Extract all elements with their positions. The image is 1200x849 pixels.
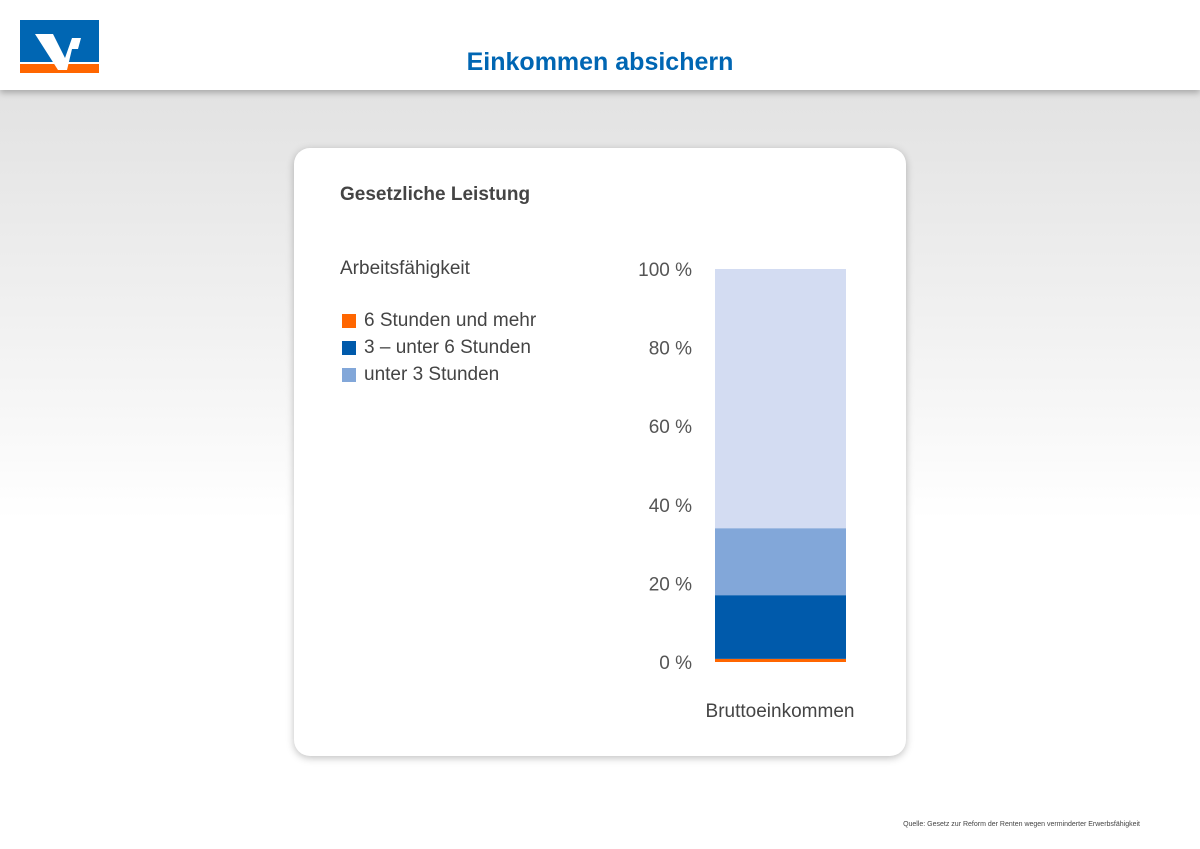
y-tick-label: 40 % <box>649 496 692 517</box>
legend-swatch <box>342 314 356 328</box>
bar-segment-2 <box>715 528 846 596</box>
y-tick-label: 0 % <box>659 653 692 674</box>
card-title: Gesetzliche Leistung <box>340 184 531 205</box>
bar-segment-0 <box>715 658 846 662</box>
stacked-bar-chart: 0 % 20 % 40 % 60 % 80 % 100 % Bruttoeinkommen <box>638 260 855 722</box>
legend-swatch <box>342 368 356 382</box>
source-note: Quelle: Gesetz zur Reform der Renten weg… <box>903 821 1140 828</box>
legend-swatch <box>342 341 356 355</box>
x-axis-label: Bruttoeinkommen <box>706 701 855 722</box>
legend-item: 3 – unter 6 Stunden <box>342 337 531 359</box>
legend-label: 3 – unter 6 Stunden <box>364 337 531 358</box>
page-title: Einkommen absichern <box>466 48 734 76</box>
legend-label: 6 Stunden und mehr <box>364 310 537 331</box>
legend-item: 6 Stunden und mehr <box>342 310 536 332</box>
y-tick-label: 100 % <box>638 260 692 281</box>
header: Einkommen absichern <box>0 0 1200 90</box>
chart-card: Gesetzliche Leistung Arbeitsfähigkeit 6 … <box>294 148 906 756</box>
y-tick-label: 60 % <box>649 417 692 438</box>
legend-item: unter 3 Stunden <box>342 364 499 386</box>
bar-segment-1 <box>715 595 846 659</box>
legend-title: Arbeitsfähigkeit <box>340 258 470 279</box>
y-tick-label: 80 % <box>649 339 692 360</box>
legend-label: unter 3 Stunden <box>364 364 500 385</box>
bank-logo <box>20 20 99 73</box>
y-tick-label: 20 % <box>649 574 692 595</box>
